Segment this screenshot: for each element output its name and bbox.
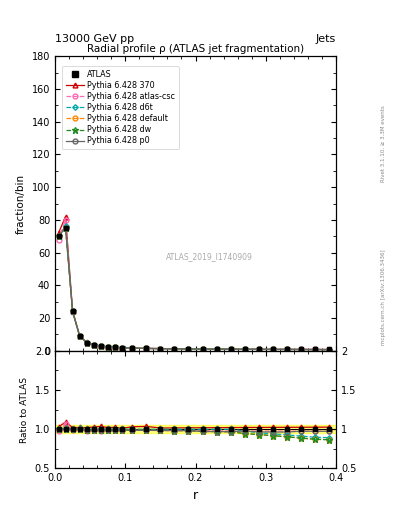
Text: ATLAS_2019_I1740909: ATLAS_2019_I1740909 — [166, 252, 253, 261]
Y-axis label: fraction/bin: fraction/bin — [16, 174, 26, 233]
Legend: ATLAS, Pythia 6.428 370, Pythia 6.428 atlas-csc, Pythia 6.428 d6t, Pythia 6.428 : ATLAS, Pythia 6.428 370, Pythia 6.428 at… — [62, 66, 179, 150]
Bar — [55, 425, 336, 433]
Text: 13000 GeV pp: 13000 GeV pp — [55, 33, 134, 44]
Y-axis label: Ratio to ATLAS: Ratio to ATLAS — [20, 377, 29, 442]
Text: mcplots.cern.ch [arXiv:1306.3436]: mcplots.cern.ch [arXiv:1306.3436] — [381, 249, 386, 345]
X-axis label: r: r — [193, 489, 198, 502]
Text: Jets: Jets — [316, 33, 336, 44]
Text: Rivet 3.1.10, ≥ 3.3M events: Rivet 3.1.10, ≥ 3.3M events — [381, 105, 386, 182]
Title: Radial profile ρ (ATLAS jet fragmentation): Radial profile ρ (ATLAS jet fragmentatio… — [87, 44, 304, 54]
